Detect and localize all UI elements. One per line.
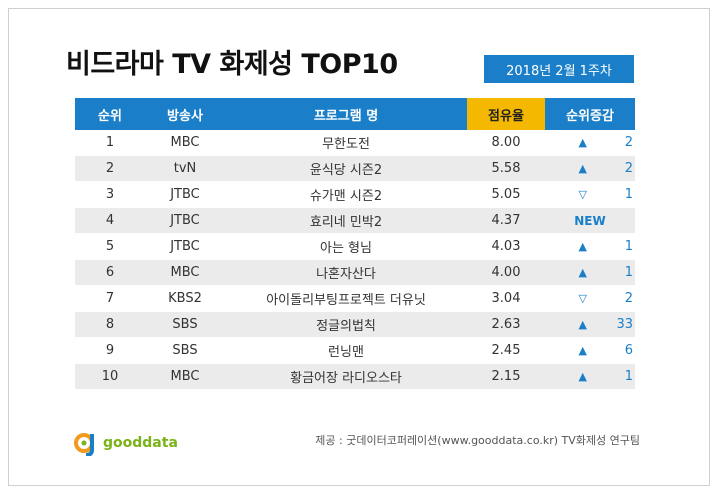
rank-change-amount: 2 xyxy=(624,291,633,306)
rank-change-amount: 2 xyxy=(624,161,633,176)
rank-cell: 4 xyxy=(75,207,145,234)
rank-change-amount: 1 xyxy=(624,239,633,254)
rank-change-amount: 2 xyxy=(624,135,633,150)
column-header-change: 순위증감 xyxy=(545,98,635,130)
page-title: 비드라마 TV 화제성 TOP10 xyxy=(66,49,398,80)
rank-down-icon: ▽ xyxy=(578,188,587,201)
program-cell: 윤식당 시즌2 xyxy=(225,155,467,182)
column-header-share: 점유율 xyxy=(467,98,545,130)
logo-text: gooddata xyxy=(103,435,178,451)
channel-cell: JTBC xyxy=(145,233,225,260)
rank-up-icon: ▲ xyxy=(578,344,587,357)
column-header-rank: 순위 xyxy=(75,98,145,130)
rank-up-icon: ▲ xyxy=(578,370,587,383)
change-cell: ▲ 1 xyxy=(545,233,635,260)
date-badge: 2018년 2월 1주차 xyxy=(484,55,634,83)
channel-cell: MBC xyxy=(145,363,225,390)
rank-cell: 9 xyxy=(75,337,145,364)
rank-down-icon: ▽ xyxy=(578,292,587,305)
change-cell: ▲ 6 xyxy=(545,337,635,364)
channel-cell: JTBC xyxy=(145,207,225,234)
program-cell: 런닝맨 xyxy=(225,337,467,364)
program-cell: 효리네 민박2 xyxy=(225,207,467,234)
rank-cell: 10 xyxy=(75,363,145,390)
share-cell: 5.58 xyxy=(467,155,545,182)
rank-change-amount: 33 xyxy=(616,317,633,332)
rank-up-icon: ▲ xyxy=(578,162,587,175)
table-row: 8 SBS 정글의법칙 2.63 ▲ 33 xyxy=(75,311,635,338)
rank-change-amount: 1 xyxy=(624,187,633,202)
table-row: 7 KBS2 아이돌리부팅프로젝트 더유닛 3.04 ▽ 2 xyxy=(75,285,635,312)
rank-up-icon: ▲ xyxy=(578,318,587,331)
channel-cell: JTBC xyxy=(145,181,225,208)
channel-cell: SBS xyxy=(145,311,225,338)
ranking-table: 순위 방송사 프로그램 명 점유율 순위증감 1 MBC 무한도전 8.00 ▲ 2 2 tv… xyxy=(75,98,635,390)
rank-cell: 8 xyxy=(75,311,145,338)
table-row: 3 JTBC 슈가맨 시즌2 5.05 ▽ 1 xyxy=(75,181,635,208)
column-header-channel: 방송사 xyxy=(145,98,225,130)
column-header-program: 프로그램 명 xyxy=(225,98,467,130)
table-row: 1 MBC 무한도전 8.00 ▲ 2 xyxy=(75,130,635,156)
change-cell: ▲ 2 xyxy=(545,155,635,182)
program-cell: 아이돌리부팅프로젝트 더유닛 xyxy=(225,285,467,312)
share-cell: 4.03 xyxy=(467,233,545,260)
table-body: 1 MBC 무한도전 8.00 ▲ 2 2 tvN 윤식당 시즌2 5.58 ▲ 2 3 JTBC 슈가맨 … xyxy=(75,130,635,390)
rank-up-icon: ▲ xyxy=(578,266,587,279)
table-row: 5 JTBC 아는 형님 4.03 ▲ 1 xyxy=(75,233,635,260)
share-cell: 8.00 xyxy=(467,130,545,156)
program-cell: 황금어장 라디오스타 xyxy=(225,363,467,390)
program-cell: 정글의법칙 xyxy=(225,311,467,338)
share-cell: 2.15 xyxy=(467,363,545,390)
channel-cell: MBC xyxy=(145,259,225,286)
rank-cell: 7 xyxy=(75,285,145,312)
rank-up-icon: ▲ xyxy=(578,240,587,253)
gooddata-logo-icon xyxy=(74,433,94,456)
channel-cell: tvN xyxy=(145,155,225,182)
rank-change-amount: 1 xyxy=(624,265,633,280)
rank-cell: 1 xyxy=(75,130,145,156)
rank-cell: 5 xyxy=(75,233,145,260)
table-row: 9 SBS 런닝맨 2.45 ▲ 6 xyxy=(75,337,635,364)
share-cell: 5.05 xyxy=(467,181,545,208)
rank-cell: 3 xyxy=(75,181,145,208)
share-cell: 2.63 xyxy=(467,311,545,338)
change-cell: ▽ 1 xyxy=(545,181,635,208)
channel-cell: MBC xyxy=(145,130,225,156)
share-cell: 4.00 xyxy=(467,259,545,286)
change-cell: NEW xyxy=(545,207,635,234)
share-cell: 2.45 xyxy=(467,337,545,364)
change-cell: ▽ 2 xyxy=(545,285,635,312)
program-cell: 아는 형님 xyxy=(225,233,467,260)
share-cell: 4.37 xyxy=(467,207,545,234)
channel-cell: KBS2 xyxy=(145,285,225,312)
share-cell: 3.04 xyxy=(467,285,545,312)
program-cell: 나혼자산다 xyxy=(225,259,467,286)
table-header-row: 순위 방송사 프로그램 명 점유율 순위증감 xyxy=(75,98,635,130)
change-cell: ▲ 2 xyxy=(545,130,635,156)
table-row: 4 JTBC 효리네 민박2 4.37 NEW xyxy=(75,207,635,234)
rank-up-icon: ▲ xyxy=(578,136,587,149)
channel-cell: SBS xyxy=(145,337,225,364)
rank-change-amount: 6 xyxy=(624,343,633,358)
change-cell: ▲ 1 xyxy=(545,363,635,390)
program-cell: 슈가맨 시즌2 xyxy=(225,181,467,208)
new-entry-badge: NEW xyxy=(574,213,606,228)
rank-cell: 6 xyxy=(75,259,145,286)
change-cell: ▲ 1 xyxy=(545,259,635,286)
rank-change-amount: 1 xyxy=(624,369,633,384)
table-row: 2 tvN 윤식당 시즌2 5.58 ▲ 2 xyxy=(75,155,635,182)
table-row: 6 MBC 나혼자산다 4.00 ▲ 1 xyxy=(75,259,635,286)
gooddata-logo: gooddata xyxy=(74,430,178,456)
change-cell: ▲ 33 xyxy=(545,311,635,338)
program-cell: 무한도전 xyxy=(225,130,467,156)
source-credit: 제공 : 굿데이터코퍼레이션(www.gooddata.co.kr) TV화제성… xyxy=(315,434,640,447)
table-row: 10 MBC 황금어장 라디오스타 2.15 ▲ 1 xyxy=(75,363,635,390)
rank-cell: 2 xyxy=(75,155,145,182)
